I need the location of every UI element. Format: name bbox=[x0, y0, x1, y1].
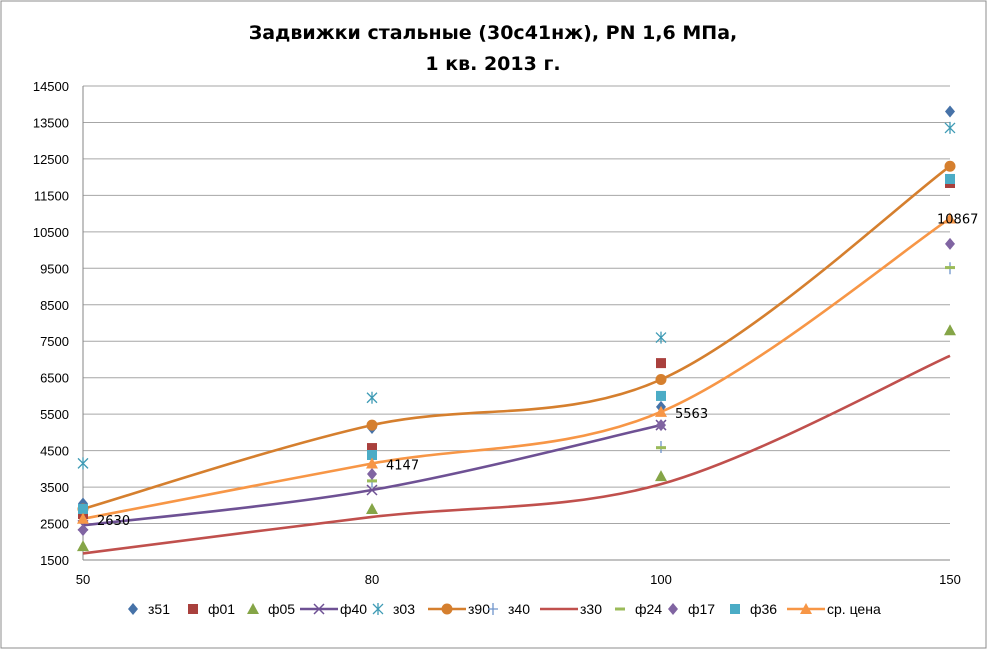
data-point-ср. цена bbox=[944, 212, 956, 224]
legend-label-ф24: ф24 bbox=[635, 601, 662, 617]
legend-marker-з03 bbox=[372, 603, 384, 615]
legend-label-ф01: ф01 bbox=[208, 601, 235, 617]
gridlines bbox=[83, 85, 950, 525]
y-tick-label: 9500 bbox=[40, 261, 69, 276]
data-point-з51 bbox=[945, 105, 955, 118]
data-point-ф17 bbox=[945, 237, 955, 250]
data-point-ф05 bbox=[366, 502, 378, 514]
legend-label-з30: з30 bbox=[580, 601, 602, 617]
legend-label-ф40: ф40 bbox=[340, 601, 367, 617]
data-point-з03 bbox=[77, 457, 89, 470]
data-point-ф36 bbox=[656, 390, 666, 401]
legend-marker-з40 bbox=[488, 603, 498, 615]
y-tick-label: 3500 bbox=[40, 480, 69, 495]
data-point-ф01 bbox=[367, 443, 377, 454]
data-point-ф36 bbox=[945, 173, 955, 184]
data-point-з03 bbox=[366, 391, 378, 404]
legend: з51 ф01 ф05 ф40 з03 з90 з40 з30 ф24 ф17 ф36 ср. цен… bbox=[128, 601, 881, 617]
data-point-ф40 bbox=[366, 484, 378, 496]
data-label: 5563 bbox=[675, 407, 708, 422]
legend-label-ф36: ф36 bbox=[750, 601, 777, 617]
data-point-з90 bbox=[944, 160, 956, 172]
x-tick-label: 50 bbox=[76, 572, 90, 587]
y-tick-label: 13500 bbox=[33, 115, 69, 130]
y-tick-label: 14500 bbox=[33, 79, 69, 94]
x-tick-label: 150 bbox=[939, 572, 961, 587]
legend-label-з03: з03 bbox=[393, 601, 415, 617]
data-label: 2630 bbox=[97, 514, 130, 529]
series-line-з30 bbox=[82, 354, 951, 555]
x-tick-label: 80 bbox=[365, 572, 379, 587]
data-point-з03 bbox=[944, 121, 956, 134]
data-point-ф17 bbox=[367, 467, 377, 480]
y-tick-label: 1500 bbox=[40, 553, 69, 568]
y-tick-label: 12500 bbox=[33, 152, 69, 167]
chart-title-line2: 1 кв. 2013 г. bbox=[425, 53, 560, 75]
legend-label-з51: з51 bbox=[148, 601, 170, 617]
legend-label-ф05: ф05 bbox=[268, 601, 295, 617]
chart-title-line1: Задвижки стальные (30с41нж), PN 1,6 МПа, bbox=[249, 22, 738, 44]
legend-marker-ср. цена bbox=[800, 603, 812, 614]
data-point-ср. цена bbox=[77, 512, 89, 524]
data-point-з90 bbox=[655, 374, 667, 386]
legend-label-з40: з40 bbox=[508, 601, 530, 617]
legend-marker-ф40 bbox=[313, 603, 325, 615]
data-point-ср. цена bbox=[366, 457, 378, 469]
data-point-ф05 bbox=[944, 324, 956, 336]
data-point-ф36 bbox=[78, 503, 88, 514]
y-tick-label: 8500 bbox=[40, 298, 69, 313]
data-point-ф17 bbox=[656, 419, 666, 432]
legend-marker-ф17 bbox=[668, 603, 678, 615]
legend-marker-ф01 bbox=[188, 604, 198, 614]
axes: 1500 2500 3500 4500 5500 6500 7500 8500 9500 1050… bbox=[33, 79, 961, 587]
data-point-ф05 bbox=[655, 470, 667, 482]
data-point-ф36 bbox=[367, 449, 377, 460]
data-point-з90 bbox=[366, 419, 378, 431]
legend-marker-ф05 bbox=[247, 603, 259, 614]
data-point-ф05 bbox=[77, 540, 89, 552]
series-line-ср. цена bbox=[82, 217, 951, 521]
data-point-ср. цена bbox=[655, 405, 667, 417]
y-tick-label: 10500 bbox=[33, 225, 69, 240]
data-point-з03 bbox=[655, 331, 667, 344]
legend-label-з90: з90 bbox=[468, 601, 490, 617]
legend-marker-з90 bbox=[441, 603, 453, 615]
series-markers bbox=[77, 105, 956, 552]
series-line-з90 bbox=[82, 165, 951, 511]
y-tick-label: 2500 bbox=[40, 517, 69, 532]
data-label: 4147 bbox=[386, 458, 419, 473]
x-tick-label: 100 bbox=[650, 572, 672, 587]
legend-marker-з51 bbox=[128, 603, 138, 615]
data-label: 10867 bbox=[937, 212, 978, 227]
data-labels: 2630 4147 5563 10867 bbox=[97, 212, 978, 528]
y-tick-label: 4500 bbox=[40, 444, 69, 459]
y-tick-label: 11500 bbox=[34, 188, 69, 203]
legend-label-ф17: ф17 bbox=[688, 601, 715, 617]
data-point-ф17 bbox=[78, 524, 88, 537]
y-tick-label: 6500 bbox=[40, 371, 69, 386]
data-point-ф01 bbox=[656, 358, 666, 369]
y-tick-label: 7500 bbox=[40, 334, 69, 349]
legend-marker-ф36 bbox=[730, 604, 740, 614]
legend-label-ср. цена: ср. цена bbox=[827, 601, 881, 617]
y-tick-label: 5500 bbox=[40, 407, 69, 422]
